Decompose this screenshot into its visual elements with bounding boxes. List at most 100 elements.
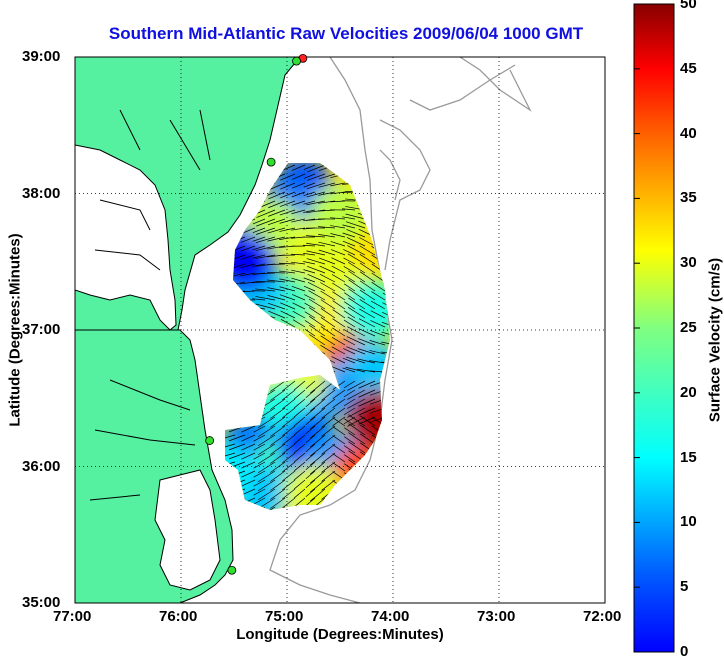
velocity-arrow [348,496,365,507]
y-tick-label: 36:00 [22,458,60,475]
radar-station-marker [293,57,301,65]
velocity-arrow [344,473,355,480]
velocity-arrow [242,356,255,363]
velocity-arrow [357,165,375,167]
radar-station-marker [206,437,214,445]
x-tick-label: 74:00 [371,608,409,625]
velocity-arrow [270,336,285,345]
velocity-arrow [322,507,335,517]
velocity-arrow [371,221,385,228]
velocity-arrow [241,390,255,396]
velocity-arrow [254,356,265,363]
velocity-arrow [241,507,255,513]
velocity-arrow [213,471,225,474]
velocity-arrow [270,344,285,354]
colorbar-tick-label: 20 [680,384,697,401]
velocity-arrow [213,462,225,465]
velocity-arrow [214,273,225,277]
velocity-arrow [258,361,275,372]
velocity-arrow [217,264,235,270]
velocity-arrow [228,317,245,318]
velocity-arrow [217,356,235,363]
velocity-arrow [229,399,245,405]
velocity-arrow [357,190,375,192]
velocity-arrow [344,491,355,498]
velocity-arrow [240,323,255,327]
velocity-arrow [241,340,255,345]
velocity-arrow [241,210,255,216]
velocity-arrow [342,174,355,176]
x-tick-label: 75:00 [265,608,303,625]
colorbar-tick-label: 10 [680,513,697,530]
velocity-arrow [230,356,245,363]
velocity-arrow [217,480,235,485]
velocity-arrow [345,174,365,176]
velocity-arrow [228,332,245,336]
velocity-arrow [372,453,385,462]
velocity-arrow [217,381,235,386]
velocity-arrow [213,318,225,319]
velocity-arrow [357,198,375,201]
velocity-arrow [253,192,265,197]
velocity-arrow [229,417,245,423]
velocity-arrow [256,174,275,181]
velocity-arrow [213,417,225,420]
velocity-arrow [213,381,225,384]
velocity-arrow [229,408,245,414]
velocity-arrow [213,435,225,438]
velocity-arrow [217,417,235,422]
velocity-arrow [228,324,245,327]
velocity-arrow [213,444,225,447]
velocity-arrow [228,291,245,293]
velocity-arrow [382,399,395,403]
velocity-arrow [228,300,245,301]
velocity-arrow [281,328,295,336]
velocity-arrow [216,341,235,345]
velocity-arrow [254,390,265,396]
colorbar-tick-label: 35 [680,189,697,206]
velocity-arrow [383,274,395,282]
velocity-arrow [241,408,255,414]
velocity-arrow [382,188,395,192]
velocity-arrow [257,336,275,345]
velocity-arrow [241,331,255,336]
colorbar-tick-label: 50 [680,0,697,12]
y-tick-label: 39:00 [22,48,60,65]
velocity-arrow [370,213,385,219]
velocity-arrow [252,315,265,318]
velocity-arrow [383,418,395,426]
velocity-arrow [229,390,245,396]
velocity-arrow [213,351,225,354]
velocity-arrow [216,309,235,310]
velocity-arrow [372,480,385,489]
velocity-arrow [305,366,315,372]
x-tick-label: 72:00 [583,608,621,625]
velocity-arrow [293,355,305,363]
velocity-arrow [253,339,265,345]
velocity-arrow [229,228,245,235]
velocity-arrow [213,360,225,363]
velocity-arrow [344,500,355,507]
colorbar-tick-label: 40 [680,125,697,142]
y-tick-label: 38:00 [22,185,60,202]
velocity-arrow [217,390,235,395]
velocity-arrow [217,408,235,413]
velocity-arrow [369,173,385,174]
velocity-arrow [241,417,255,423]
velocity-arrow [357,182,375,183]
velocity-arrow [269,327,285,336]
velocity-arrow [213,408,225,411]
velocity-arrow [229,489,245,495]
velocity-arrow [240,308,255,309]
radar-station-marker [267,158,275,166]
velocity-arrow [214,255,225,260]
velocity-arrow [254,381,265,387]
velocity-arrow [218,364,235,372]
velocity-arrow [229,340,245,345]
velocity-arrow [282,345,295,354]
velocity-arrow [229,348,245,354]
velocity-arrow [345,165,365,169]
velocity-arrow [383,454,395,462]
velocity-arrow [213,399,225,402]
